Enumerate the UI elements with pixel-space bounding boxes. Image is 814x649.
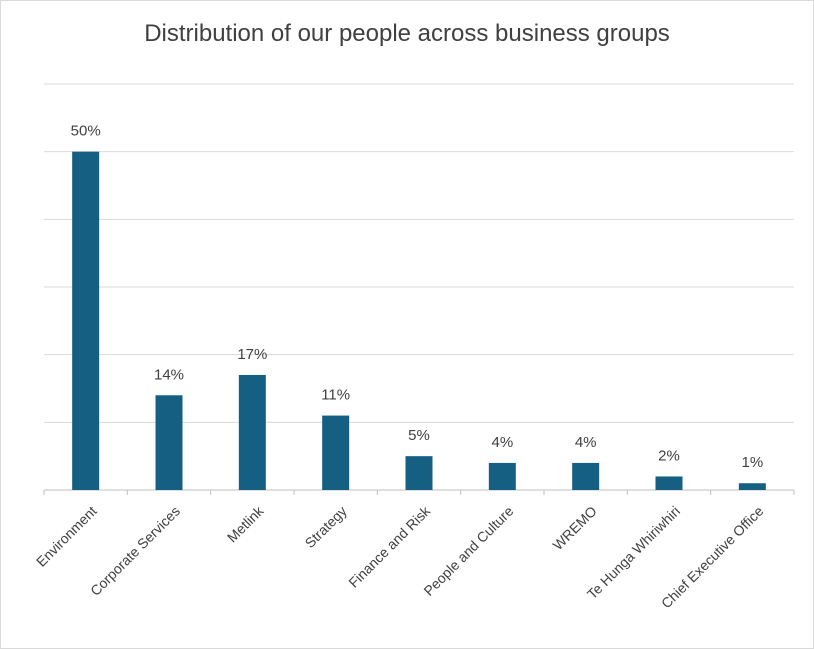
- x-tick-label: Environment: [33, 503, 100, 570]
- x-tick-label: Strategy: [302, 503, 350, 551]
- bar-7: [655, 476, 683, 490]
- x-tick-label: WREMO: [549, 503, 599, 553]
- x-tick-label: People and Culture: [420, 503, 516, 599]
- bar-8: [738, 483, 766, 490]
- bar-5: [488, 462, 516, 490]
- data-label: 2%: [658, 447, 680, 464]
- bar-2: [238, 374, 266, 490]
- x-tick-label: Finance and Risk: [345, 502, 434, 591]
- data-label: 50%: [71, 123, 101, 140]
- data-label: 4%: [491, 434, 513, 451]
- data-label: 4%: [575, 434, 597, 451]
- x-tick-label: Corporate Services: [87, 503, 183, 599]
- data-label: 17%: [237, 346, 267, 363]
- data-label: 14%: [154, 366, 184, 383]
- bar-6: [572, 462, 600, 490]
- bar-4: [405, 456, 433, 490]
- data-label: 5%: [408, 427, 430, 444]
- bar-1: [155, 395, 183, 490]
- chart-title: Distribution of our people across busine…: [144, 20, 670, 47]
- bar-0: [72, 151, 100, 490]
- bar-3: [322, 415, 350, 490]
- data-label: 11%: [321, 387, 350, 404]
- data-label: 1%: [741, 454, 763, 471]
- x-tick-label: Te Hunga Whiriwhiri: [584, 503, 683, 602]
- x-tick-label: Metlink: [224, 502, 267, 545]
